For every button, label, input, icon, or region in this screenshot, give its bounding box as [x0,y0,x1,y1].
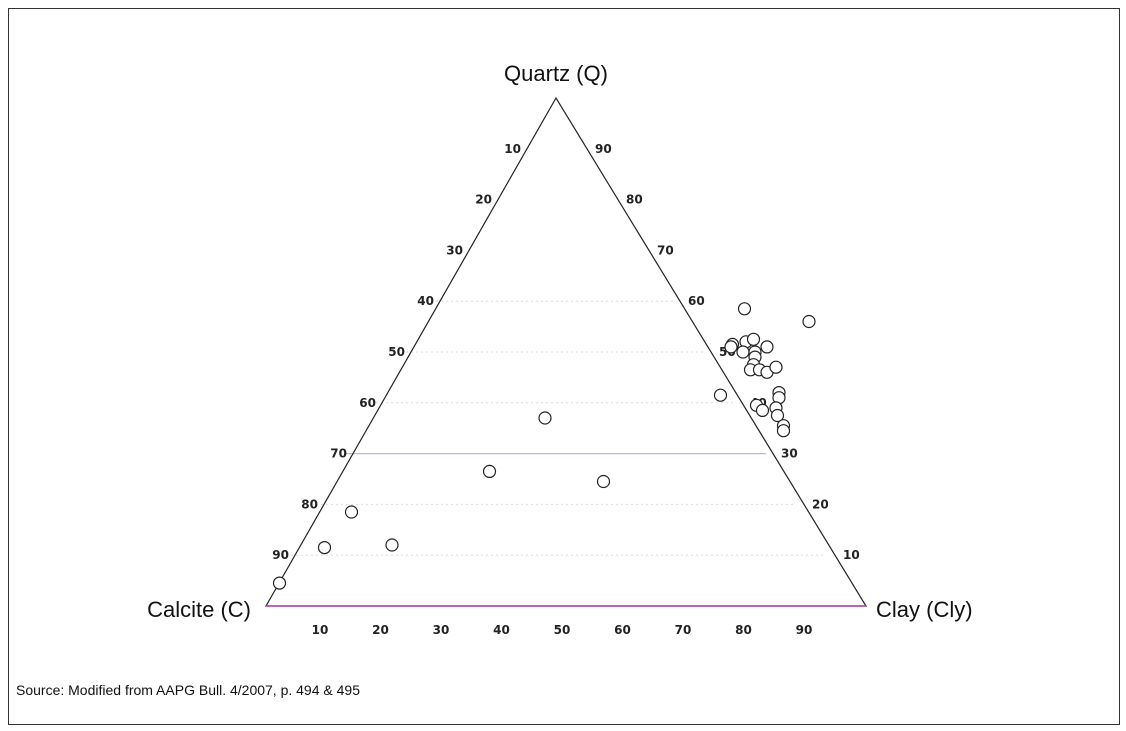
data-point [802,314,816,329]
data-point [724,340,738,354]
data-point [737,302,752,316]
tick-left-50: 50 [388,345,405,359]
tick-bottom-30: 30 [433,623,450,637]
data-point [770,408,785,423]
data-point [272,576,287,590]
data-point [760,340,774,354]
tick-bottom-70: 70 [675,623,692,637]
data-point [713,388,728,402]
tick-bottom-90: 90 [796,623,813,637]
tick-left-80: 80 [301,497,318,511]
tick-bottom-10: 10 [312,623,329,637]
vertex-label-calcite: Calcite (C) [147,597,251,622]
tick-right-10: 10 [843,548,860,562]
tick-left-40: 40 [417,294,434,308]
tick-left-60: 60 [359,396,376,410]
tick-right-30: 30 [781,447,798,461]
tick-right-20: 20 [812,497,829,511]
data-point [776,424,791,438]
data-point [482,464,497,478]
data-point [755,403,770,417]
tick-right-60: 60 [688,294,705,308]
vertex-label-clay: Clay (Cly) [876,597,973,622]
source-caption: Source: Modified from AAPG Bull. 4/2007,… [16,682,360,698]
tick-left-90: 90 [272,548,289,562]
vertex-label-quartz: Quartz (Q) [504,61,608,86]
data-points [272,302,816,590]
tick-right-80: 80 [626,193,643,207]
tick-labels: 10 20 30 40 50 60 70 80 90 90 80 70 60 50 40 30 20 10 90 80… [272,142,859,637]
tick-bottom-60: 60 [614,623,631,637]
tick-bottom-20: 20 [372,623,389,637]
tick-bottom-80: 80 [735,623,752,637]
data-point [538,411,552,425]
tick-left-30: 30 [446,243,463,257]
data-point [385,538,399,552]
data-point [769,360,783,374]
tick-bottom-50: 50 [554,623,571,637]
data-point [596,474,611,489]
tick-left-70: 70 [330,447,347,461]
data-point [746,332,761,346]
tick-left-20: 20 [475,193,492,207]
tick-left-10: 10 [504,142,521,156]
data-point [344,505,359,519]
tick-bottom-40: 40 [493,623,510,637]
tick-right-70: 70 [657,243,674,257]
data-point [736,345,750,359]
grid-lines [286,300,826,556]
tick-right-90: 90 [595,142,612,156]
data-point [317,540,332,555]
